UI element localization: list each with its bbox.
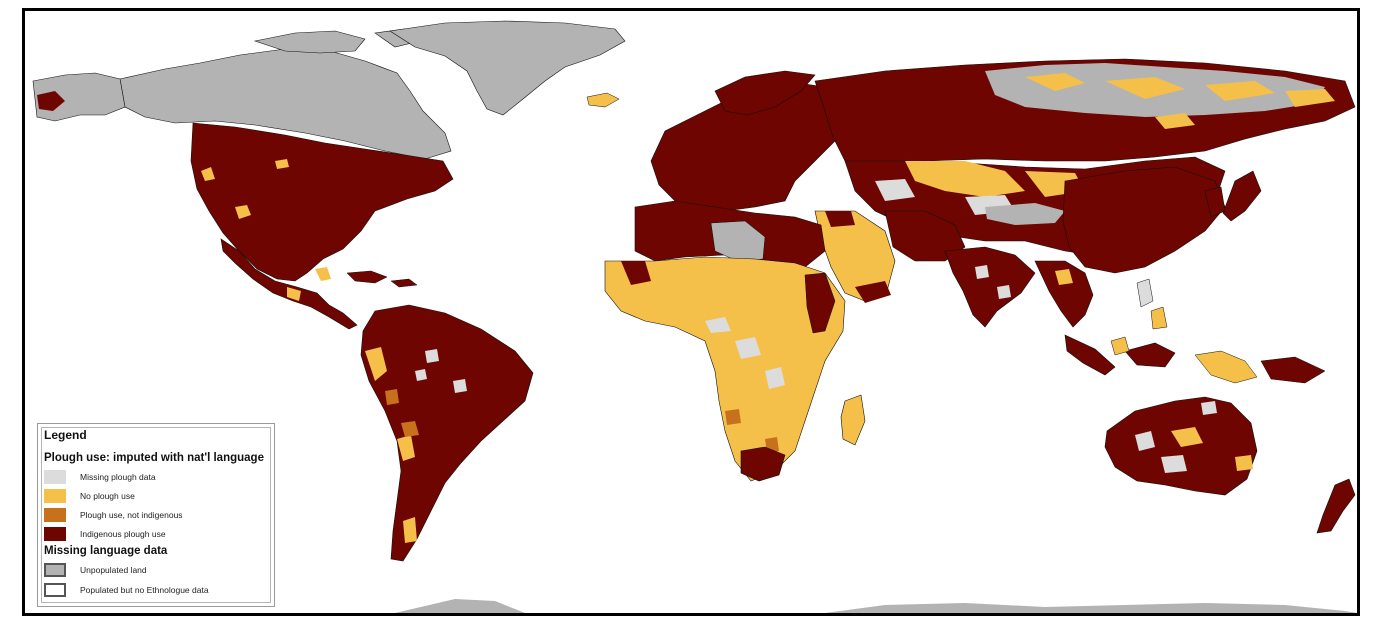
legend-swatch	[44, 527, 66, 541]
legend-item-no-ethnologue: Populated but no Ethnologue data	[44, 582, 209, 598]
central-america-yellow	[287, 267, 331, 301]
legend-swatch	[44, 508, 66, 522]
africa-orange	[725, 409, 779, 453]
africa-missing	[705, 317, 785, 389]
south-america	[360, 304, 534, 562]
north-america	[190, 122, 454, 282]
legend-inner-border	[41, 427, 271, 603]
legend-label: Indigenous plough use	[80, 529, 166, 539]
antarctica	[395, 599, 1357, 613]
greenland	[389, 20, 626, 116]
sa-orange	[385, 389, 419, 437]
legend-swatch	[44, 563, 66, 577]
alaska	[32, 72, 126, 122]
madagascar	[840, 394, 866, 446]
legend-swatch	[44, 583, 66, 597]
ethiopia	[804, 272, 836, 334]
na-yellow-spots	[201, 159, 289, 219]
legend-swatch	[44, 470, 66, 484]
sa-missing	[415, 349, 467, 393]
new-zealand	[1316, 478, 1356, 534]
australia-missing	[1135, 401, 1217, 473]
korea-japan	[1204, 170, 1262, 222]
legend-swatch	[44, 489, 66, 503]
legend-section-language: Missing language data	[44, 545, 168, 557]
legend-item-missing-plough: Missing plough data	[44, 469, 156, 485]
se-asia	[1034, 260, 1094, 328]
map-frame: Legend Plough use: imputed with nat'l la…	[22, 8, 1360, 616]
legend-label: No plough use	[80, 491, 135, 501]
legend-item-indigenous: Indigenous plough use	[44, 526, 166, 542]
arctic-canada	[119, 48, 452, 160]
indonesia	[1064, 334, 1176, 376]
legend-label: Missing plough data	[80, 472, 156, 482]
philippines	[1136, 278, 1154, 308]
mexico	[220, 238, 358, 330]
sa-yellow	[365, 347, 417, 543]
legend-title: Legend	[44, 428, 87, 442]
tibet-unpopulated	[985, 203, 1065, 225]
map-legend: Legend Plough use: imputed with nat'l la…	[37, 423, 275, 607]
central-asia-yellow	[905, 161, 1085, 197]
west-africa-indigenous	[621, 261, 651, 285]
africa-yellow	[604, 256, 846, 482]
legend-label: Populated but no Ethnologue data	[80, 585, 209, 595]
papua	[1260, 356, 1326, 384]
iceland	[586, 92, 620, 108]
legend-label: Plough use, not indigenous	[80, 510, 183, 520]
australia-yellow	[1171, 427, 1253, 471]
india	[944, 246, 1036, 328]
china	[1062, 166, 1226, 274]
world-map	[32, 20, 1357, 613]
arabia-indigenous	[825, 211, 891, 303]
scandinavia	[714, 70, 816, 116]
legend-item-not-indigenous: Plough use, not indigenous	[44, 507, 183, 523]
siberia-yellow	[1025, 73, 1335, 129]
se-asia-yellow	[1055, 269, 1073, 285]
legend-section-plough: Plough use: imputed with nat'l language	[44, 452, 264, 464]
legend-label: Unpopulated land	[80, 565, 147, 575]
caribbean	[346, 270, 418, 288]
legend-item-unpopulated: Unpopulated land	[44, 562, 147, 578]
south-africa	[740, 446, 786, 482]
alaska-indigenous	[37, 91, 65, 111]
legend-item-no-plough: No plough use	[44, 488, 135, 504]
central-asia-missing	[875, 179, 1015, 215]
indonesia-yellow	[1110, 306, 1258, 384]
sahara-unpopulated	[710, 220, 766, 262]
india-missing	[975, 265, 1011, 299]
